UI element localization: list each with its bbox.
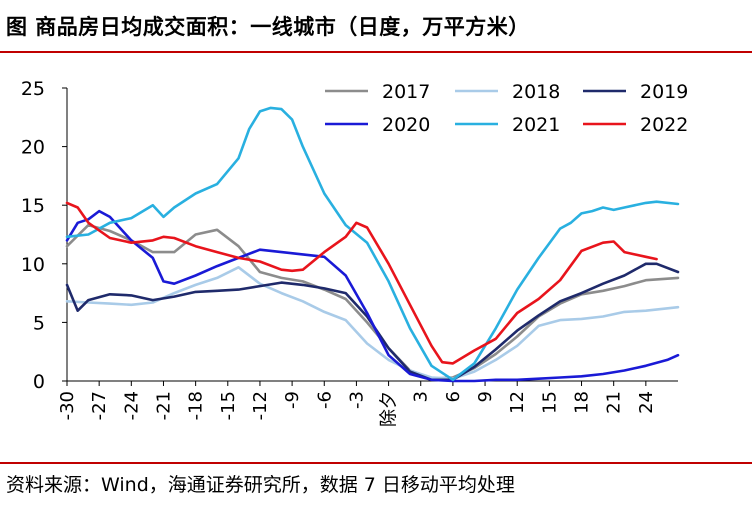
- y-axis: 0 5 10 15 20 25: [21, 78, 68, 393]
- line-chart: 0 5 10 15 20 25 -30 -27 -24 -21 -18 -15 -12 -9 -6 -3 除夕…: [21, 78, 689, 427]
- y-tick-label: 25: [21, 78, 45, 100]
- x-tick-label: -15: [218, 391, 239, 420]
- y-tick-label: 10: [21, 254, 45, 276]
- x-tick-label: 9: [475, 391, 496, 402]
- legend-label-2018: 2018: [512, 81, 560, 103]
- x-tick-label: 15: [539, 391, 560, 414]
- x-tick-label: 18: [572, 391, 593, 414]
- y-tick-label: 5: [33, 312, 45, 334]
- source-note: 资料来源：Wind，海通证券研究所，数据 7 日移动平均处理: [6, 474, 515, 496]
- series-line-2021: [65, 106, 680, 382]
- series-line-2019: [65, 262, 680, 382]
- series-line-2022: [65, 201, 658, 365]
- legend: 2017 2018 2019 2020 2021 2022: [325, 81, 688, 136]
- x-tick-label: 24: [636, 391, 657, 414]
- x-tick-label: -21: [153, 391, 174, 420]
- x-tick-label: -6: [314, 391, 335, 409]
- x-tick-label: 3: [411, 391, 432, 402]
- title-bar: 图 商品房日均成交面积：一线城市（日度，万平方米）: [0, 0, 752, 53]
- legend-label-2022: 2022: [640, 114, 688, 136]
- legend-label-2019: 2019: [640, 81, 688, 103]
- series-line-2020: [65, 209, 680, 383]
- x-axis: -30 -27 -24 -21 -18 -15 -12 -9 -6 -3 除夕 3 6 9 12 15 18 21…: [57, 380, 678, 427]
- title-divider: [0, 51, 752, 53]
- series-line-2017: [65, 223, 680, 380]
- y-tick-label: 20: [21, 137, 45, 159]
- x-tick-label: -12: [250, 391, 271, 420]
- source-divider: [0, 462, 752, 464]
- x-tick-label: -9: [282, 391, 303, 409]
- x-tick-label: -3: [346, 391, 367, 409]
- x-tick-label: -27: [89, 391, 110, 420]
- x-tick-label: 12: [507, 391, 528, 414]
- legend-label-2020: 2020: [382, 114, 430, 136]
- page-title: 图 商品房日均成交面积：一线城市（日度，万平方米）: [6, 15, 530, 39]
- x-tick-label: -30: [57, 391, 78, 420]
- series-line-2018: [65, 266, 680, 380]
- y-tick-label: 0: [33, 371, 45, 393]
- legend-label-2017: 2017: [382, 81, 430, 103]
- y-tick-label: 15: [21, 195, 45, 217]
- x-tick-label: -18: [186, 391, 207, 420]
- legend-label-2021: 2021: [512, 114, 560, 136]
- x-tick-label: -24: [121, 391, 142, 420]
- x-tick-label: 除夕: [379, 391, 400, 427]
- x-tick-label: 21: [604, 391, 625, 414]
- x-tick-label: 6: [443, 391, 464, 402]
- series-lines: [65, 106, 680, 383]
